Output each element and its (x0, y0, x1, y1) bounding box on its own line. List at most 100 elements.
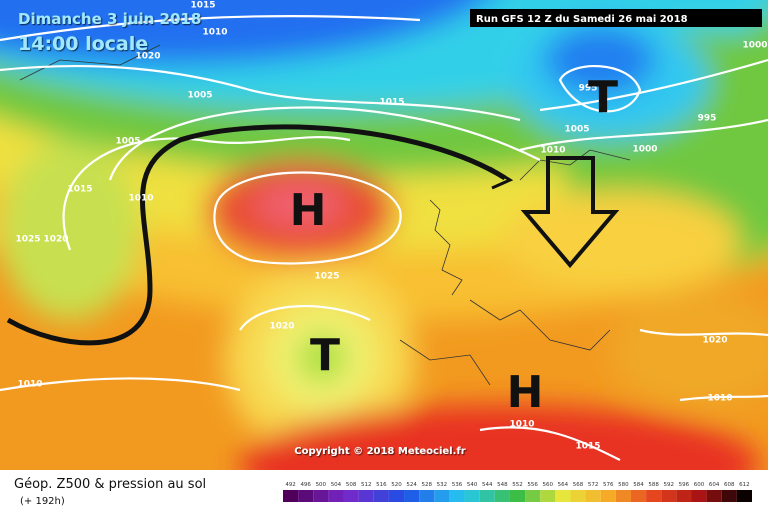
color-scale: 492 496 500 504 508 512 516 520 524 528 532 536 540 5… (283, 482, 752, 502)
scale-tick: 552 (512, 482, 523, 488)
scale-swatch (615, 490, 631, 502)
isobar-label: 1005 (564, 125, 589, 135)
isobar-label: 1025 (314, 272, 339, 282)
coastlines (19, 44, 631, 386)
isobar-label: 995 (579, 84, 598, 94)
run-info: Run GFS 12 Z du Samedi 26 mai 2018 (476, 14, 688, 25)
isobar-label: 1010 (202, 28, 227, 38)
isobar-label: 1010 (128, 194, 153, 204)
scale-tick: 496 (300, 482, 311, 488)
isobar-label: 1020 (702, 336, 727, 346)
scale-swatch (449, 490, 465, 502)
scale-tick: 548 (497, 482, 508, 488)
isobar-label: 1000 (632, 145, 657, 155)
isobar-label: 1020 (135, 52, 160, 62)
scale-swatch (343, 490, 359, 502)
scale-swatch (630, 490, 647, 502)
scale-tick: 576 (603, 482, 614, 488)
scale-swatch (494, 490, 510, 502)
forecast-date: Dimanche 3 juin 2018 (18, 10, 201, 28)
pressure-systems: H T T H (290, 72, 618, 418)
isobar-label: 1005 (115, 137, 140, 147)
scale-tick: 564 (558, 482, 569, 488)
scale-swatch (646, 490, 662, 502)
isobar-label: 1005 (187, 91, 212, 101)
isobar-label: 1010 (509, 420, 534, 430)
isobars (0, 14, 768, 461)
scale-tick: 588 (648, 482, 659, 488)
isobar-label: 1015 (190, 1, 215, 11)
isobar-label: 1025 (15, 235, 40, 245)
scale-swatch (313, 490, 329, 502)
scale-swatch (328, 490, 344, 502)
scale-swatch (676, 490, 692, 502)
scale-swatch (464, 490, 480, 502)
scale-tick: 612 (739, 482, 750, 488)
isobar-label: 1020 (43, 235, 68, 245)
scale-swatch (540, 490, 556, 502)
scale-tick: 568 (573, 482, 584, 488)
scale-swatch (661, 490, 677, 502)
copyright: Copyright © 2018 Meteociel.fr (294, 446, 465, 457)
system-label: T (310, 330, 340, 381)
scale-swatch (479, 490, 495, 502)
scale-tick: 528 (421, 482, 432, 488)
scale-swatch (298, 490, 314, 502)
forecast-time: 14:00 locale (18, 33, 148, 55)
isobar-label: 1010 (540, 146, 565, 156)
scale-tick: 556 (527, 482, 538, 488)
isobar-label: 1015 (575, 442, 600, 452)
scale-tick: 512 (361, 482, 372, 488)
scale-swatch (509, 490, 526, 502)
isobar-label: 1020 (269, 322, 294, 332)
scale-tick: 492 (285, 482, 296, 488)
isobar-label: 1000 (742, 41, 767, 51)
scale-tick: 608 (724, 482, 735, 488)
scale-swatch (721, 490, 737, 502)
scale-tick: 540 (467, 482, 478, 488)
scale-tick: 592 (664, 482, 675, 488)
scale-tick: 604 (709, 482, 720, 488)
flow-arrow (6, 124, 620, 346)
scale-swatch (525, 490, 541, 502)
scale-tick: 600 (694, 482, 705, 488)
scale-swatch (388, 490, 405, 502)
scale-swatch (283, 490, 299, 502)
scale-tick: 596 (679, 482, 690, 488)
system-label: T (588, 72, 618, 123)
scale-tick: 504 (331, 482, 342, 488)
scale-tick: 584 (633, 482, 644, 488)
isobar-label: 1015 (67, 185, 92, 195)
isobar-label: 1010 (17, 380, 42, 390)
scale-tick: 580 (618, 482, 629, 488)
scale-swatch (373, 490, 389, 502)
footer-title: Géop. Z500 & pression au sol (14, 477, 206, 492)
scale-swatch (706, 490, 722, 502)
scale-swatch (570, 490, 586, 502)
isobar-label: 1015 (379, 98, 404, 108)
scale-swatch (419, 490, 435, 502)
isobar-label: 1010 (707, 394, 732, 404)
scale-tick: 532 (437, 482, 448, 488)
system-label: H (507, 367, 544, 418)
scale-tick: 508 (346, 482, 357, 488)
scale-swatch (358, 490, 374, 502)
system-label: H (290, 185, 327, 236)
lead-time: (+ 192h) (20, 496, 65, 507)
scale-swatch (600, 490, 616, 502)
scale-swatch (736, 490, 752, 502)
isobar-label: 995 (698, 114, 717, 124)
scale-tick: 544 (482, 482, 493, 488)
scale-tick: 516 (376, 482, 387, 488)
scale-swatch (585, 490, 601, 502)
scale-swatch (404, 490, 420, 502)
scale-swatch (434, 490, 450, 502)
run-box (470, 9, 762, 27)
scale-swatch (691, 490, 707, 502)
scale-tick: 500 (316, 482, 327, 488)
scale-tick: 520 (391, 482, 402, 488)
